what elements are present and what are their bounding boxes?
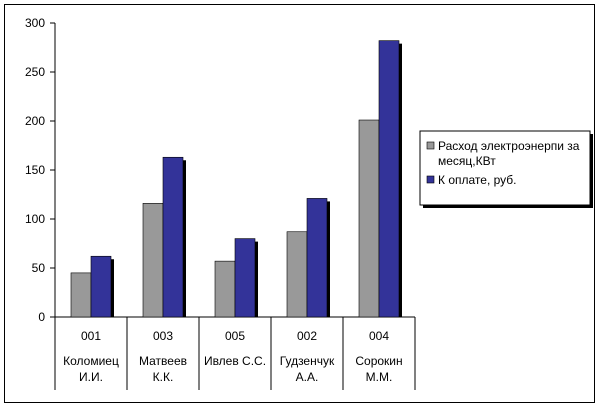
legend-swatch-payment bbox=[426, 175, 435, 184]
y-tick-label: 250 bbox=[25, 65, 45, 79]
category-name-label: Коломиец bbox=[63, 354, 119, 368]
bar-consumption-004 bbox=[358, 119, 380, 318]
category-code-label: 005 bbox=[225, 329, 245, 343]
category-name-label-line2: И.И. bbox=[79, 370, 103, 384]
category-name-label-line2: А.А. bbox=[296, 370, 319, 384]
chart-area-border bbox=[4, 4, 595, 403]
category-code-label: 003 bbox=[153, 329, 173, 343]
category-name-label: Сорокин bbox=[355, 354, 402, 368]
y-tick-label: 100 bbox=[25, 212, 45, 226]
bar-consumption-005 bbox=[214, 260, 236, 318]
bar-payment-004 bbox=[378, 40, 400, 318]
y-tick-label: 150 bbox=[25, 163, 45, 177]
category-code-label: 004 bbox=[369, 329, 389, 343]
legend-box bbox=[419, 130, 591, 206]
legend-label-line2: месяц,КВт bbox=[438, 154, 496, 168]
bar-consumption-001 bbox=[70, 272, 92, 318]
y-tick-label: 200 bbox=[25, 114, 45, 128]
bar-payment-005 bbox=[234, 238, 256, 318]
category-name-label-line2: М.М. bbox=[366, 370, 393, 384]
y-tick-label: 50 bbox=[32, 261, 46, 275]
legend-label: Расход электроэнерпи за bbox=[438, 139, 580, 153]
category-code-label: 002 bbox=[297, 329, 317, 343]
category-name-label: Матвеев bbox=[139, 354, 187, 368]
y-tick-label: 0 bbox=[38, 310, 45, 324]
bar-payment-002 bbox=[306, 198, 328, 318]
bar-payment-001 bbox=[90, 255, 112, 318]
y-tick-label: 300 bbox=[25, 16, 45, 30]
bar-consumption-003 bbox=[142, 203, 164, 318]
legend-label: К оплате, руб. bbox=[438, 173, 517, 187]
category-name-label: Ивлев С.С. bbox=[204, 354, 266, 368]
bar-consumption-002 bbox=[286, 231, 308, 318]
legend-swatch-consumption bbox=[426, 141, 435, 150]
bar-payment-003 bbox=[162, 156, 184, 318]
category-code-label: 001 bbox=[81, 329, 101, 343]
category-name-label: Гудзенчук bbox=[280, 354, 335, 368]
category-name-label-line2: К.К. bbox=[153, 370, 174, 384]
